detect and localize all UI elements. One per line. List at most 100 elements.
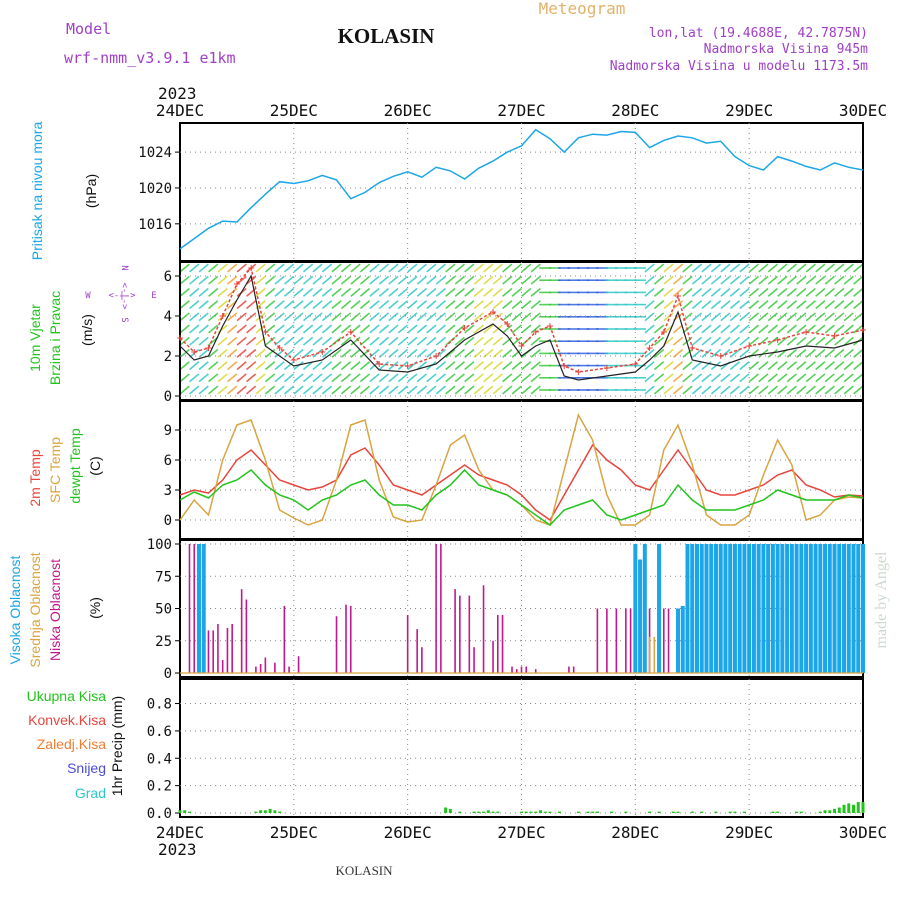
wind-arrow [198, 263, 209, 273]
wind-arrow [293, 336, 304, 346]
wind-arrow [483, 275, 494, 285]
wind-arrow [293, 385, 304, 395]
gust-marker [276, 345, 283, 351]
wind-arrow [198, 312, 209, 322]
wind-arrow [359, 263, 371, 273]
wind-arrow [445, 373, 456, 383]
wind-arrow [265, 336, 276, 346]
wind-arrow [179, 336, 190, 346]
cloud-bar [349, 605, 352, 673]
gust-marker [404, 363, 411, 369]
wind-arrow [843, 336, 854, 346]
gust-marker [689, 345, 696, 351]
wind-arrow [340, 348, 352, 358]
wind-arrow [302, 348, 314, 358]
wind-arrow [701, 348, 712, 358]
wind-arrow [464, 300, 475, 310]
wind-arrow [426, 275, 437, 285]
temperature-ylabel-1: 2m Temp [27, 449, 43, 507]
ytick-label: 0.0 [147, 806, 172, 822]
wind-arrow [786, 385, 797, 395]
precip-grid [180, 679, 863, 817]
ytick-label: 9 [164, 423, 172, 439]
wind-arrow [312, 373, 323, 383]
wind-arrow [302, 263, 314, 273]
wind-arrow [189, 336, 200, 346]
bottom-tick-label: 24DEC [156, 823, 204, 842]
wind-arrow [208, 385, 219, 395]
wind-arrow [511, 312, 522, 322]
wind-arrow [843, 312, 854, 322]
wind-arrow [473, 312, 484, 322]
top-year-label: 2023 [158, 84, 197, 103]
wind-arrow [464, 263, 475, 273]
wind-arrow [426, 373, 437, 383]
wind-arrow [824, 275, 835, 285]
wind-arrow [236, 263, 247, 273]
wind-arrow [777, 336, 788, 346]
wind-ylabel-1: 10m Vjetar [27, 304, 43, 372]
cloud-bar [704, 544, 709, 673]
cloud-bar [832, 544, 837, 673]
wind-arrow [236, 361, 247, 371]
gust-marker [575, 369, 582, 375]
wind-arrow [739, 336, 750, 346]
cloud-bar [851, 544, 856, 673]
cloud-bar [482, 585, 485, 673]
wind-arrow [397, 287, 409, 297]
wind-arrow [767, 300, 778, 310]
wind-arrow [644, 336, 655, 346]
wind-arrow [834, 287, 845, 297]
cloud-bar [680, 605, 685, 673]
precip-bar [477, 811, 481, 813]
wind-arrow [293, 373, 304, 383]
precip-legend-total: Ukupna Kisa [27, 688, 107, 704]
wind-arrow [208, 275, 219, 285]
wind-arrow [454, 312, 465, 322]
wind-arrow [445, 300, 456, 310]
cloud-bar [207, 630, 210, 673]
wind-arrow [521, 300, 532, 310]
wind-arrow [445, 312, 456, 322]
wind-arrow [321, 263, 333, 273]
wind-arrow [786, 361, 797, 371]
wind-arrow [255, 361, 266, 371]
wind-arrow [435, 361, 446, 371]
wind-arrow [340, 361, 352, 371]
wind-arrow [321, 336, 333, 346]
precip-bar [833, 808, 837, 813]
wind-arrow [758, 275, 769, 285]
wind-arrow [739, 300, 750, 310]
wind-arrow [217, 263, 228, 273]
cloud-bar [751, 544, 756, 673]
wind-arrow [767, 385, 778, 395]
precip-bar [482, 811, 486, 813]
wind-arrow [843, 361, 854, 371]
wind-arrow [777, 324, 788, 334]
wind-arrow [388, 373, 399, 383]
wind-arrow [302, 385, 314, 395]
wind-arrow [672, 361, 684, 371]
wind-arrow [312, 385, 323, 395]
wind-arrow [843, 324, 854, 334]
wind-arrow [739, 361, 750, 371]
wind-arrow [691, 312, 703, 322]
wind-arrow [834, 275, 845, 285]
wind-arrow [464, 361, 475, 371]
wind-arrow [748, 275, 760, 285]
wind-arrow [483, 385, 494, 395]
wind-arrow [331, 385, 342, 395]
wind-legend-n: N [119, 265, 129, 270]
series-line [179, 266, 864, 373]
wind-arrow [653, 300, 665, 310]
wind-arrow [416, 312, 428, 322]
wind-arrow [274, 312, 285, 322]
wind-arrow [834, 385, 845, 395]
wind-arrow [815, 300, 826, 310]
gust-marker [803, 329, 810, 335]
wind-arrow [796, 324, 807, 334]
wind-arrow [805, 263, 816, 273]
precip-bar [610, 811, 614, 813]
wind-arrow [302, 275, 314, 285]
wind-arrow [796, 263, 807, 273]
